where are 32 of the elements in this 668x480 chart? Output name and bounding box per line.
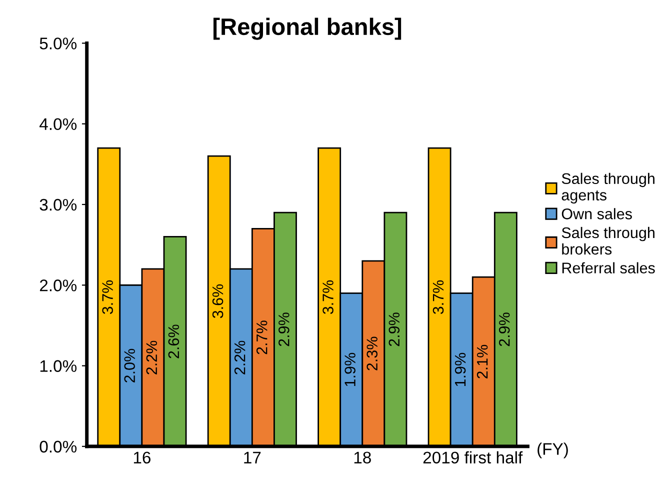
y-tick-label: 3.0% (40, 198, 77, 211)
data-label: 3.7% (322, 280, 334, 314)
data-label: 2.2% (146, 340, 158, 374)
data-label: 3.7% (432, 280, 444, 314)
x-tick-label: 16 (134, 452, 150, 464)
y-tick-label: 4.0% (40, 118, 77, 130)
legend-label: Sales through brokers (562, 226, 654, 255)
data-label: 2.0% (124, 348, 136, 382)
data-label: 2.3% (366, 336, 378, 370)
x-tick-label: 18 (354, 452, 371, 464)
legend-label: Own sales (562, 208, 632, 220)
y-tick-label: 0.0% (40, 440, 77, 453)
chart-title: [Regional banks] (214, 18, 402, 40)
legend-label: Sales through agents (562, 172, 654, 204)
data-label: 3.7% (102, 280, 113, 314)
data-label: 2.9% (388, 312, 400, 346)
data-label: 3.6% (212, 284, 224, 318)
y-tick-label: 1.0% (40, 360, 77, 372)
x-tick-label: 17 (244, 452, 261, 464)
x-tick-label: 2019 first half (423, 451, 523, 464)
y-tick-label: 5.0% (40, 38, 77, 50)
data-label: 2.6% (168, 324, 180, 358)
data-label: 2.7% (256, 320, 268, 354)
legend-label: Referral sales (562, 262, 655, 274)
text: (FY) (538, 442, 568, 458)
data-label: 1.9% (344, 352, 356, 386)
data-label: 2.2% (234, 340, 246, 374)
data-label: 2.9% (498, 312, 510, 346)
y-tick-label: 2.0% (40, 280, 77, 292)
data-label: 1.9% (454, 352, 466, 386)
data-label: 2.9% (278, 312, 290, 346)
data-label: 2.1% (476, 344, 488, 378)
